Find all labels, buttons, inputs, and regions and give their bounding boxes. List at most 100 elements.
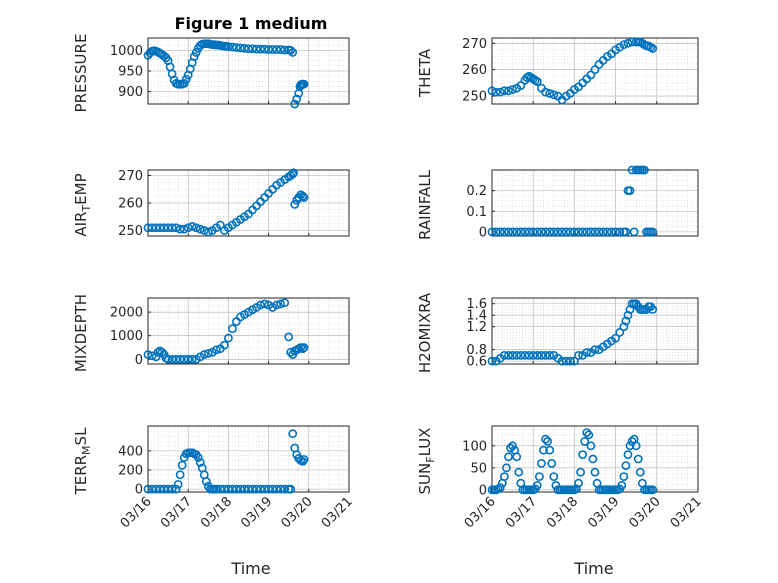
data-point	[561, 227, 571, 237]
data-point	[147, 484, 157, 494]
data-point	[177, 460, 187, 470]
data-point	[175, 354, 185, 364]
data-point	[280, 484, 290, 494]
y-tick-label: 0	[479, 225, 487, 240]
y-tick-label: 260	[118, 197, 143, 212]
x-tick-label: 03/17	[503, 494, 540, 531]
data-point	[151, 484, 161, 494]
data-point	[648, 227, 658, 237]
data-point	[272, 300, 282, 310]
data-point	[514, 467, 524, 477]
y-tick-label: 950	[118, 65, 143, 80]
data-point	[648, 485, 658, 495]
ylabel-8: SUNFLUX	[416, 428, 437, 495]
y-tick-label: 100	[462, 439, 487, 454]
data-point	[549, 472, 559, 481]
data-point	[504, 86, 513, 96]
data-point	[232, 484, 241, 494]
data-point	[623, 450, 633, 459]
data-point	[588, 454, 598, 464]
data-point	[252, 44, 261, 54]
data-point	[268, 45, 278, 54]
data-point	[193, 453, 203, 462]
data-point	[524, 350, 534, 360]
data-point	[508, 441, 517, 451]
data-point	[260, 484, 269, 494]
data-point	[545, 89, 555, 98]
data-point	[298, 344, 308, 354]
data-point	[264, 484, 273, 494]
data-point	[532, 350, 542, 360]
subplot-1: 900 950 1000 PRESSURE	[72, 34, 350, 113]
data-point	[286, 45, 296, 55]
data-point	[499, 472, 509, 481]
data-point	[487, 86, 497, 96]
data-point	[157, 347, 167, 357]
data-point	[159, 223, 169, 233]
data-point	[627, 37, 637, 47]
data-point	[211, 345, 221, 355]
x-tick-label: 03/18	[544, 494, 581, 531]
data-point	[576, 467, 585, 477]
data-point	[219, 484, 229, 494]
data-point	[167, 354, 177, 364]
x-tick-label: 03/19	[238, 494, 275, 531]
y-tick-label: 270	[118, 169, 143, 184]
data-point	[557, 356, 567, 366]
x-tick-label: 03/20	[279, 494, 316, 531]
data-point	[147, 223, 157, 233]
data-point	[541, 434, 550, 444]
data-point	[570, 227, 579, 237]
data-point	[565, 227, 575, 237]
data-point	[539, 445, 548, 455]
y-tick-label: 0	[479, 483, 487, 498]
y-tick-label: 0.1	[466, 205, 487, 220]
axes-box	[147, 297, 350, 365]
x-tick-label: 03/20	[627, 494, 664, 531]
data-point	[175, 224, 185, 234]
data-point	[495, 87, 505, 97]
subplot-7: 0 200 400 03/16 03/17 03/18 03/19 03/20 03/21 TER…	[72, 425, 356, 531]
data-point	[276, 484, 286, 494]
data-point	[256, 484, 265, 494]
data-point	[611, 333, 620, 343]
data-point	[648, 44, 658, 53]
data-point	[611, 227, 620, 237]
y-tick-label: 1.4	[466, 309, 487, 324]
data-point	[223, 484, 233, 494]
ylabel-6: H2OMIXRA	[416, 292, 434, 373]
data-point	[590, 345, 600, 355]
data-point	[621, 461, 631, 470]
data-point	[179, 224, 189, 234]
subplot-3: 250 260 270 AIRTEMP	[72, 168, 350, 239]
ylabel-2: THETA	[416, 48, 434, 98]
data-point	[584, 430, 594, 440]
data-point	[167, 484, 177, 494]
data-point	[512, 350, 522, 360]
data-point	[541, 87, 550, 97]
data-point	[561, 356, 571, 366]
ylabel-1: PRESSURE	[72, 34, 90, 113]
y-tick-label: 1.2	[466, 320, 487, 335]
data-point	[244, 44, 253, 54]
data-point	[252, 484, 261, 494]
data-point	[171, 223, 181, 233]
axes-box	[491, 297, 699, 365]
y-tick-label: 250	[118, 224, 143, 239]
data-point	[621, 227, 631, 237]
x-tick-label: 03/17	[158, 494, 195, 531]
data-point	[508, 350, 517, 360]
data-point	[553, 227, 563, 237]
data-point	[163, 484, 173, 494]
data-point	[487, 356, 497, 366]
data-point	[590, 467, 600, 477]
data-point	[619, 472, 629, 481]
data-point	[578, 227, 588, 237]
data-point	[545, 227, 555, 237]
data-point	[159, 484, 169, 494]
data-point	[541, 227, 550, 237]
data-point	[183, 354, 193, 364]
data-point	[625, 186, 635, 196]
data-point	[240, 484, 249, 494]
